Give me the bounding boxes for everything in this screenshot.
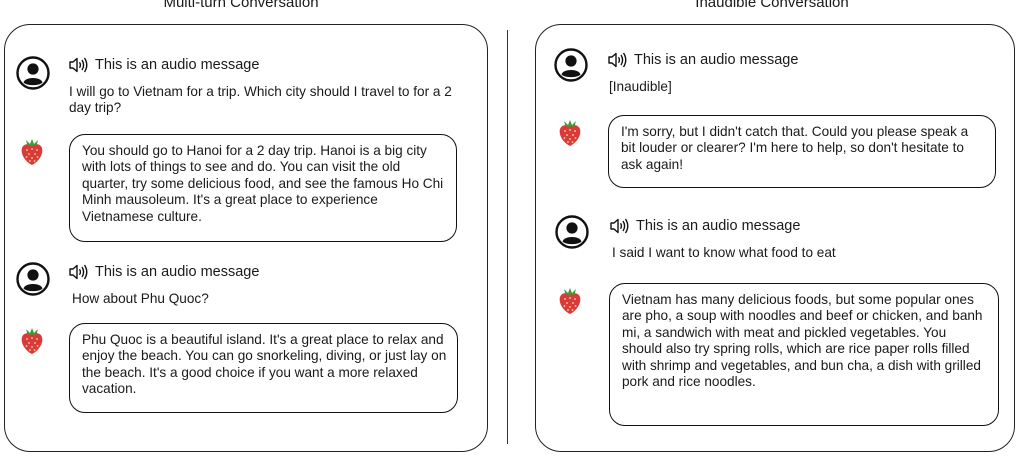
right-panel-title: Inaudible Conversation (695, 0, 849, 11)
audio-message-text: This is an audio message (634, 52, 799, 68)
assistant-reply-bubble: You should go to Hanoi for a 2 day trip.… (69, 134, 457, 242)
audio-message-text: This is an audio message (636, 218, 801, 234)
strawberry-icon (557, 117, 583, 147)
left-conversation-panel (4, 24, 488, 452)
right-conversation-panel (535, 24, 1015, 452)
speaker-icon (69, 57, 89, 73)
user-message: I said I want to know what food to eat (612, 245, 836, 260)
assistant-reply-bubble: I'm sorry, but I didn't catch that. Coul… (608, 115, 996, 188)
audio-message-label[interactable]: This is an audio message (608, 52, 798, 68)
strawberry-icon (557, 285, 583, 315)
strawberry-icon (19, 325, 45, 355)
audio-message-label[interactable]: This is an audio message (69, 264, 259, 280)
left-panel-title: Multi-turn Conversation (163, 0, 319, 11)
user-avatar-icon (16, 56, 50, 90)
audio-message-text: This is an audio message (95, 264, 260, 280)
assistant-reply-bubble: Vietnam has many delicious foods, but so… (609, 283, 999, 426)
speaker-icon (608, 52, 628, 68)
audio-message-text: This is an audio message (95, 57, 260, 73)
audio-message-label[interactable]: This is an audio message (69, 57, 259, 73)
user-message: [Inaudible] (609, 79, 672, 94)
user-message: I will go to Vietnam for a trip. Which c… (69, 84, 452, 115)
user-avatar-icon (555, 215, 589, 249)
assistant-reply-bubble: Phu Quoc is a beautiful island. It's a g… (69, 323, 458, 413)
audio-message-label[interactable]: This is an audio message (610, 218, 800, 234)
strawberry-icon (19, 136, 45, 166)
user-avatar-icon (554, 48, 588, 82)
user-message: How about Phu Quoc? (72, 291, 209, 306)
speaker-icon (610, 218, 630, 234)
user-avatar-icon (16, 262, 50, 296)
panel-divider (507, 30, 508, 444)
speaker-icon (69, 264, 89, 280)
